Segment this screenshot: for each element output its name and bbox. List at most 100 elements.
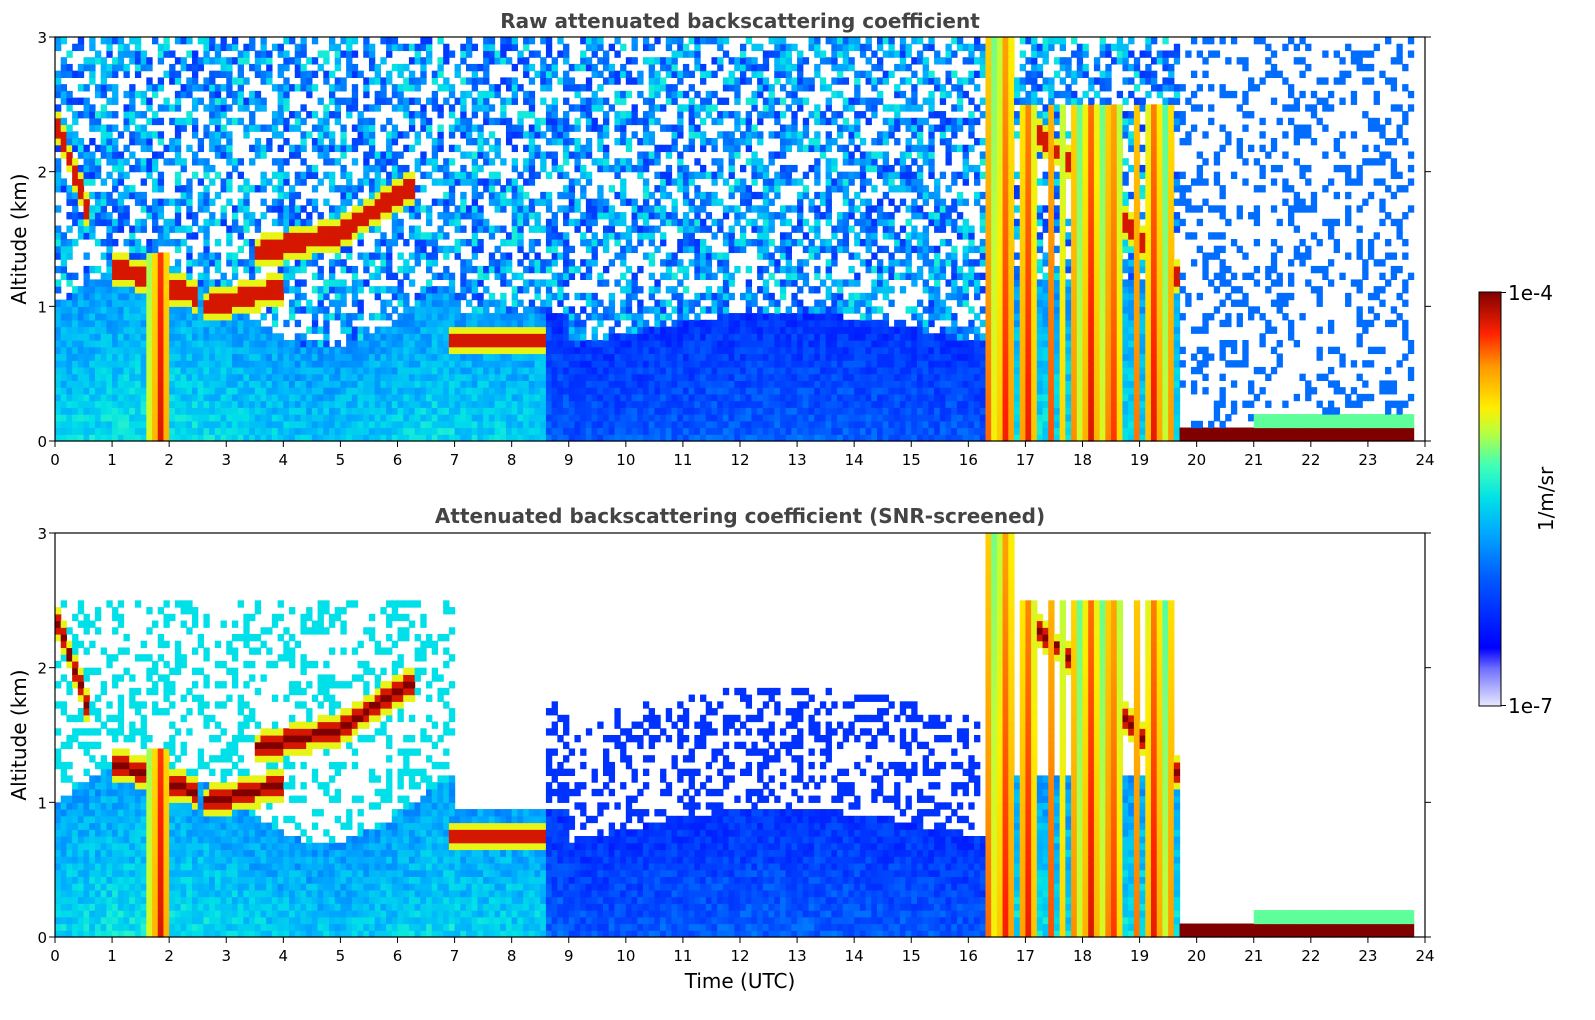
heatmap-cell [580,185,587,193]
heatmap-cell [260,198,267,206]
heatmap-cell [648,326,655,334]
heatmap-cell [192,292,199,301]
heatmap-cell [557,272,564,280]
heatmap-cell [351,185,359,193]
heatmap-cell [454,427,461,435]
heatmap-cell [123,286,130,294]
heatmap-cell [688,205,695,213]
heatmap-cell [620,90,627,99]
heatmap-cell [329,158,336,166]
heatmap-cell [494,333,501,341]
heatmap-cell [323,111,330,119]
heatmap-cell [608,218,616,227]
heatmap-cell [243,205,250,213]
heatmap-cell [163,286,170,294]
heatmap-cell [203,185,210,193]
heatmap-cell [289,225,296,233]
heatmap-cell [368,77,376,85]
heatmap-cell [277,272,284,280]
heatmap-cell [711,138,718,146]
heatmap-cell [192,427,199,435]
heatmap-cell [688,37,695,45]
heatmap-cell [408,97,416,105]
heatmap-cell [260,239,267,247]
heatmap-cell [357,124,364,132]
heatmap-cell [466,286,473,294]
heatmap-cell [266,434,273,442]
heatmap-cell [300,37,307,45]
heatmap-cell [386,313,393,321]
heatmap-cell [237,77,244,85]
heatmap-cell [517,333,524,341]
heatmap-cell [77,326,85,334]
heatmap-cell [568,400,576,408]
heatmap-cell [300,265,307,274]
heatmap-cell [94,191,102,200]
heatmap-cell [511,232,518,240]
heatmap-cell [300,259,307,267]
heatmap-cell [209,400,216,408]
heatmap-cell [534,387,541,395]
heatmap-cell [249,380,256,388]
heatmap-cell [528,427,536,435]
heatmap-cell [414,366,421,375]
heatmap-cell [648,427,655,435]
heatmap-cell [585,171,593,179]
heatmap-cell [660,319,667,328]
heatmap-cell [77,225,85,233]
heatmap-cell [511,124,518,132]
heatmap-cell [471,104,479,112]
heatmap-cell [545,393,553,402]
heatmap-cell [123,117,130,126]
heatmap-cell [100,400,107,408]
heatmap-cell [466,117,473,126]
heatmap-cell [511,185,518,193]
heatmap-cell [431,313,439,321]
heatmap-cell [460,104,467,112]
heatmap-cell [574,346,581,355]
heatmap-cell [466,212,473,220]
heatmap-cell [243,292,250,301]
heatmap-cell [614,164,621,173]
heatmap-cell [317,366,324,375]
heatmap-cell [648,292,655,301]
heatmap-cell [466,299,473,307]
heatmap-cell [129,434,136,442]
heatmap-cell [523,178,530,186]
heatmap-cell [466,366,473,375]
heatmap-cell [334,57,342,65]
heatmap-cell [608,400,616,408]
heatmap-cell [357,313,364,321]
heatmap-cell [448,373,456,381]
heatmap-cell [283,319,290,328]
heatmap-cell [671,366,678,375]
heatmap-cell [717,340,724,348]
heatmap-cell [660,63,667,72]
heatmap-cell [112,158,119,166]
heatmap-cell [517,57,524,65]
heatmap-cell [117,360,125,368]
heatmap-cell [408,373,416,381]
heatmap-cell [705,292,713,301]
heatmap-cell [700,131,707,139]
heatmap-cell [174,90,182,99]
heatmap-cell [283,57,290,65]
heatmap-cell [334,239,342,247]
heatmap-cell [106,353,113,361]
heatmap-cell [66,97,73,105]
heatmap-cell [277,212,284,220]
heatmap-cell [551,259,558,267]
heatmap-cell [448,353,456,361]
heatmap-cell [294,346,302,355]
heatmap-cell [642,326,650,334]
heatmap-cell [197,387,205,395]
heatmap-cell [106,138,113,146]
heatmap-cell [466,319,473,328]
heatmap-cell [140,393,147,402]
heatmap-cell [197,292,205,301]
heatmap-cell [477,333,484,341]
heatmap-cell [391,434,399,442]
heatmap-cell [237,259,244,267]
heatmap-cell [214,111,222,119]
heatmap-cell [123,63,130,72]
